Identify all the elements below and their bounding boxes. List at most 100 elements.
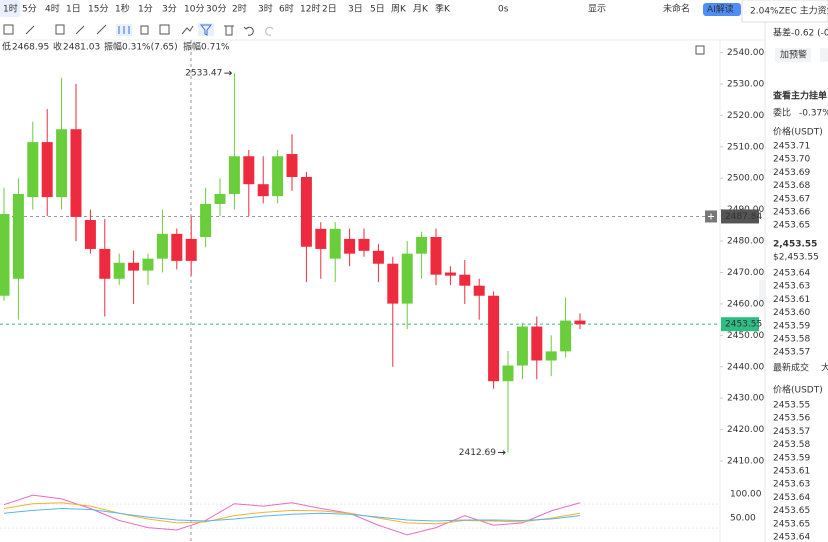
interval-tab[interactable]: 季K [435,3,451,15]
interval-tab[interactable]: 1日 [66,4,81,15]
trades-tab[interactable]: 大 [821,362,828,374]
interval-tab[interactable]: 30分 [206,4,226,15]
timer: 0s [498,5,509,15]
interval-tab[interactable]: 15分 [88,4,108,15]
ai-button[interactable] [703,3,741,16]
ask-price: 2453.66 [773,208,810,218]
interval-tab[interactable]: 3分 [162,4,177,15]
tool-icon[interactable] [3,24,14,35]
tool-icon[interactable] [140,25,149,35]
tool-icon[interactable] [55,24,65,35]
candle-body [416,236,428,254]
interval-tab[interactable]: 2日 [322,4,337,15]
trade-price: 2453.64 [773,533,810,542]
tool-icon[interactable] [118,26,130,34]
candle-body [358,238,370,251]
info-label: 低 [2,41,11,53]
interval-tab[interactable]: 2时 [232,3,247,15]
last-price-box [721,317,759,332]
candle-body [0,214,10,296]
chart-layer: 2540.002530.002520.002510.002500.002490.… [0,40,764,542]
ask-price: 2453.65 [773,221,810,231]
candle-body [84,220,96,249]
y-tick-label: 2510.00 [727,142,764,152]
trades-header: 价格(USDT) [773,384,823,396]
tool-icon[interactable] [181,25,194,35]
indicator-line [3,507,581,522]
indicator-tick-label: 100.00 [730,490,762,500]
info-label: 收 [53,41,62,53]
y-tick-label: 2480.00 [727,237,764,247]
tool-icon[interactable] [224,25,234,36]
ai-label[interactable]: AI解读 [707,3,734,15]
interval-tab[interactable]: 12时 [300,3,320,15]
interval-tab[interactable]: 周K [391,4,407,15]
candle-body [502,365,514,382]
trades-title[interactable]: 最新成交 [773,362,809,374]
candle-body [560,320,572,352]
tool-icon[interactable] [75,25,85,35]
candle-body [574,320,586,325]
trade-price: 2453.64 [773,493,810,503]
basis-label: 基差 [773,27,791,39]
layout-name[interactable]: 未命名 [663,3,690,15]
low-label: 2412.69 [459,448,496,458]
interval-tab[interactable]: 1分 [138,4,153,15]
candle-body [156,233,168,259]
display-button[interactable]: 显示 [588,4,606,15]
trade-price: 2453.58 [773,440,810,450]
candle-body [473,285,485,296]
tool-icon[interactable] [159,24,170,35]
interval-tab[interactable]: 3时 [258,3,273,15]
bid-price: 2453.63 [773,282,810,292]
trade-price: 2453.63 [773,480,810,490]
indicator-line [3,494,581,536]
tool-icon[interactable] [96,24,107,35]
interval-tab[interactable]: 10分 [184,4,204,15]
candle-body [300,176,312,247]
interval-tab[interactable]: 6时 [279,3,294,15]
banner-box [741,0,828,23]
interval-tab[interactable]: 1秒 [115,3,130,15]
info-label: 振幅 [183,41,201,53]
active-interval-bg [0,0,20,17]
tool-icons[interactable] [3,23,705,55]
candle-body [401,253,413,304]
interval-tab[interactable]: 5日 [370,4,385,15]
candle-body [516,326,528,366]
interval-tab[interactable]: 1时 [3,3,18,15]
orders-title[interactable]: 查看主力挂单 [772,90,827,102]
last-price: 2453.55 [725,320,762,330]
tool-icon[interactable] [199,24,213,36]
y-tick-label: 2440.00 [727,362,764,372]
trade-price: 2453.59 [773,453,810,463]
interval-tab[interactable]: 月K [413,4,429,15]
interval-tab[interactable]: 4时 [45,3,60,15]
alert-button-label[interactable]: 加预警 [780,49,807,61]
alert-button-2[interactable] [820,48,828,62]
tool-icon[interactable] [25,25,35,35]
indicator-line [3,502,581,525]
candle-body [531,326,543,361]
candle-body [12,193,24,279]
trade-price: 2453.55 [773,401,810,411]
expand-icon[interactable] [695,45,705,55]
alert-button[interactable] [775,48,811,62]
bid-price: 2453.57 [773,348,810,358]
candle-body [99,248,111,279]
interval-tab[interactable]: 3日 [348,4,363,15]
info-value: 0.31%(7.65) [122,43,178,53]
trade-price: 2453.61 [773,467,810,477]
candle-body [329,228,341,259]
candle-body [228,156,240,194]
candle-body [387,263,399,304]
tool-icon[interactable] [243,26,254,36]
ask-price: 2453.69 [773,168,810,178]
basis-value: -0.62 (-0 [791,29,828,39]
tool-icon[interactable] [265,26,274,36]
candle-body [315,228,327,249]
panel-toggle[interactable] [759,280,765,300]
interval-tab[interactable]: 5分 [22,4,37,15]
